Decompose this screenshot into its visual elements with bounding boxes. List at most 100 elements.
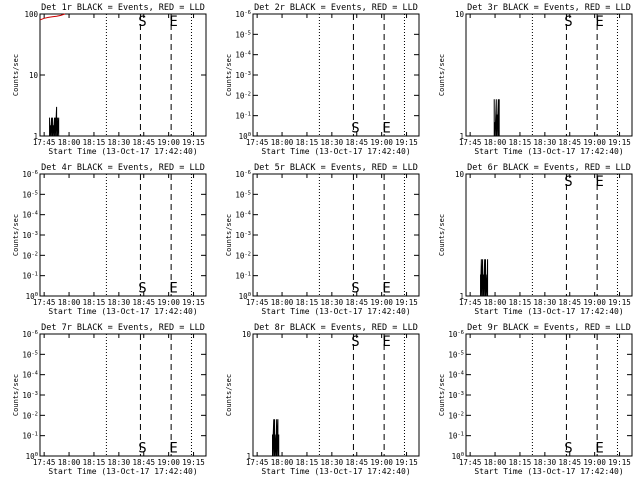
start-marker: S [351,334,359,350]
y-tick-label: 10-5 [235,30,251,39]
y-tick-exponent: -5 [244,190,251,196]
x-tick-label: 19:15 [608,298,631,307]
x-tick-label: 18:15 [83,138,106,147]
y-tick-label: 10-3 [448,391,464,400]
panel-title: Det 9r BLACK = Events, RED = LLD [467,323,631,333]
x-axis-label: Start Time (13-Oct-17 17:42:40) [48,467,197,476]
x-tick-label: 18:15 [83,298,106,307]
y-tick-label: 1 [246,452,251,461]
plot-frame [252,173,420,297]
series-lld [39,13,66,21]
y-tick-label: 100 [239,132,251,141]
start-marker: S [564,174,572,190]
x-tick-label: 19:00 [370,458,393,467]
x-tick-label: 19:15 [395,138,418,147]
y-tick-label: 10-6 [235,170,251,179]
y-tick-exponent: -1 [457,432,464,438]
y-tick-label: 10-5 [235,190,251,199]
x-axis-label: Start Time (13-Oct-17 17:42:40) [48,307,197,316]
y-axis-label: Counts/sec [225,374,233,416]
panel-title: Det 2r BLACK = Events, RED = LLD [254,3,418,13]
x-axis-label: Start Time (13-Oct-17 17:42:40) [261,307,410,316]
series-events [49,106,60,137]
y-tick-label: 10 [242,330,252,339]
plot-frame [39,173,207,297]
y-tick-exponent: -2 [31,411,38,417]
x-tick-label: 19:00 [370,138,393,147]
y-tick-exponent: 0 [35,452,38,458]
x-tick-label: 18:30 [321,298,344,307]
series-events [480,259,489,297]
x-tick-label: 17:45 [459,138,482,147]
panel-title: Det 8r BLACK = Events, RED = LLD [254,323,418,333]
plot-frame [39,13,207,137]
start-marker: S [138,280,146,296]
y-tick-label: 10-4 [22,371,38,380]
start-marker: S [564,440,572,456]
x-axis-label: Start Time (13-Oct-17 17:42:40) [474,147,623,156]
y-tick-exponent: -4 [244,51,251,57]
end-marker: E [382,280,390,296]
x-axis-label: Start Time (13-Oct-17 17:42:40) [261,467,410,476]
y-tick-label: 10 [29,71,39,80]
x-tick-label: 18:15 [296,138,319,147]
y-tick-label: 100 [239,292,251,301]
y-tick-label: 10-6 [448,330,464,339]
y-tick-label: 10-3 [235,71,251,80]
x-tick-label: 18:30 [321,458,344,467]
x-tick-label: 18:45 [558,138,581,147]
x-tick-label: 18:30 [108,298,131,307]
x-axis-label: Start Time (13-Oct-17 17:42:40) [474,467,623,476]
x-tick-label: 19:00 [583,138,606,147]
y-tick-label: 10-4 [235,51,251,60]
y-tick-exponent: 0 [248,132,251,138]
panel-title: Det 5r BLACK = Events, RED = LLD [254,163,418,173]
plot-frame [465,13,633,137]
y-tick-label: 100 [24,10,38,19]
y-tick-exponent: -2 [31,251,38,257]
y-tick-label: 100 [26,292,38,301]
x-tick-label: 17:45 [459,298,482,307]
x-tick-label: 18:15 [509,298,532,307]
x-tick-label: 18:30 [108,138,131,147]
x-tick-label: 18:45 [345,138,368,147]
end-marker: E [382,120,390,136]
y-tick-exponent: -6 [31,170,38,176]
x-tick-label: 19:00 [157,298,180,307]
y-tick-label: 10-3 [22,231,38,240]
y-tick-exponent: -4 [244,211,251,217]
y-tick-exponent: 0 [461,452,464,458]
x-tick-label: 17:45 [33,458,56,467]
x-tick-label: 18:45 [345,458,368,467]
y-tick-label: 10-6 [235,10,251,19]
y-tick-label: 10-4 [235,211,251,220]
x-tick-label: 17:45 [246,298,269,307]
x-tick-label: 18:45 [132,458,155,467]
y-tick-label: 10-4 [22,211,38,220]
end-marker: E [595,440,603,456]
y-tick-exponent: -3 [31,231,38,237]
y-tick-label: 10-1 [448,432,464,441]
end-marker: E [595,14,603,30]
y-tick-exponent: 0 [248,292,251,298]
y-axis-label: Counts/sec [438,214,446,256]
x-tick-label: 19:15 [608,138,631,147]
y-axis-label: Counts/sec [438,374,446,416]
y-tick-exponent: -1 [244,112,251,118]
y-axis-label: Counts/sec [438,54,446,96]
y-tick-label: 1 [459,132,464,141]
x-tick-label: 18:30 [321,138,344,147]
end-marker: E [382,334,390,350]
y-tick-label: 10 [455,10,465,19]
plot-frame [252,13,420,137]
y-tick-label: 10-1 [22,432,38,441]
panel-det-5: Det 5r BLACK = Events, RED = LLD 17:45 18:… [225,163,420,316]
x-tick-label: 17:45 [33,298,56,307]
y-tick-label: 10-6 [22,330,38,339]
